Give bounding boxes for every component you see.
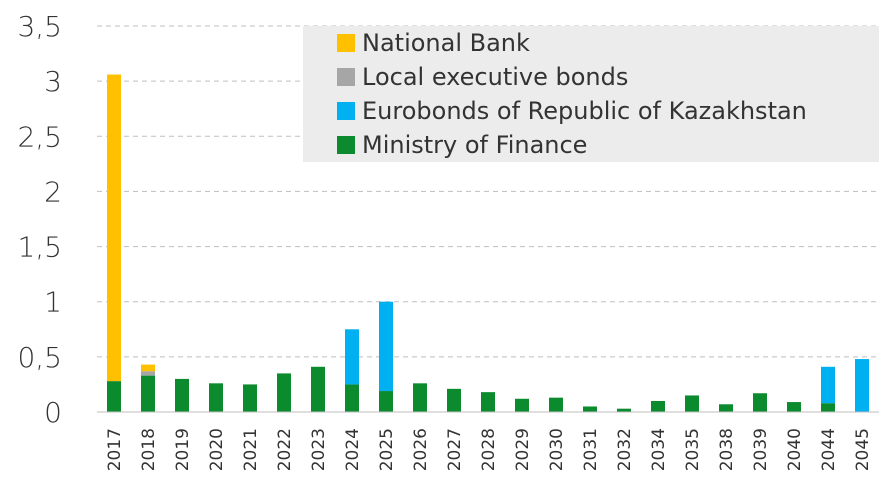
bar-ministry-of-finance-2035 xyxy=(685,395,699,412)
y-tick-label: 0,5 xyxy=(17,341,62,374)
bar-ministry-of-finance-2020 xyxy=(209,383,223,412)
bar-ministry-of-finance-2017 xyxy=(107,381,121,412)
x-tick-label: 2017 xyxy=(105,428,125,471)
bar-national-bank-2018 xyxy=(141,364,155,372)
y-tick-label: 2,5 xyxy=(17,120,62,153)
bar-ministry-of-finance-2034 xyxy=(651,400,665,412)
bar-ministry-of-finance-2021 xyxy=(243,384,257,412)
x-tick-label: 2026 xyxy=(411,428,431,471)
bar-ministry-of-finance-2029 xyxy=(515,398,529,412)
x-tick-label: 2030 xyxy=(547,428,567,471)
x-tick-label: 2032 xyxy=(615,428,635,471)
bar-eurobonds-of-republic-of-kazakhstan-2044 xyxy=(821,366,835,404)
y-tick-label: 1 xyxy=(44,286,62,319)
bar-ministry-of-finance-2022 xyxy=(277,373,291,412)
bar-local-executive-bonds-2018 xyxy=(141,371,155,376)
bar-eurobonds-of-republic-of-kazakhstan-2045 xyxy=(855,359,869,412)
bar-ministry-of-finance-2028 xyxy=(481,392,495,412)
bar-ministry-of-finance-2032 xyxy=(617,408,631,412)
x-tick-label: 2040 xyxy=(785,428,805,471)
x-tick-label: 2031 xyxy=(581,428,601,471)
legend-label: National Bank xyxy=(362,29,530,57)
bar-ministry-of-finance-2023 xyxy=(311,366,325,412)
legend: National Bank Local executive bonds Eurobo… xyxy=(303,26,879,162)
x-tick-label: 2023 xyxy=(309,428,329,471)
bar-national-bank-2017 xyxy=(107,74,121,382)
x-tick-label: 2027 xyxy=(445,428,465,471)
x-axis-tick-labels: 2017 2018 2019 2020 2021 2022 2023 2024 2025 2026… xyxy=(105,428,873,471)
x-tick-label: 2021 xyxy=(241,428,261,471)
x-tick-label: 2034 xyxy=(649,428,669,471)
bar-eurobonds-of-republic-of-kazakhstan-2024 xyxy=(345,329,359,385)
x-tick-label: 2035 xyxy=(683,428,703,471)
x-tick-label: 2045 xyxy=(853,428,873,471)
bar-ministry-of-finance-2024 xyxy=(345,384,359,412)
x-tick-label: 2038 xyxy=(717,428,737,471)
bar-eurobonds-of-republic-of-kazakhstan-2025 xyxy=(379,301,393,392)
x-tick-label: 2022 xyxy=(275,428,295,471)
bar-ministry-of-finance-2040 xyxy=(787,402,801,412)
x-tick-label: 2028 xyxy=(479,428,499,471)
x-tick-label: 2039 xyxy=(751,428,771,471)
y-tick-label: 0 xyxy=(44,396,62,429)
bar-ministry-of-finance-2039 xyxy=(753,393,767,412)
x-tick-label: 2018 xyxy=(139,428,159,471)
legend-swatch xyxy=(337,34,355,52)
x-tick-label: 2019 xyxy=(173,428,193,471)
bar-ministry-of-finance-2019 xyxy=(175,378,189,412)
x-tick-label: 2029 xyxy=(513,428,533,471)
y-axis-tick-labels: 0 0,5 1 1,5 2 2,5 3 3,5 xyxy=(17,10,62,429)
legend-label: Ministry of Finance xyxy=(362,131,587,159)
bars xyxy=(107,74,869,412)
bar-ministry-of-finance-2031 xyxy=(583,406,597,412)
y-tick-label: 1,5 xyxy=(17,231,62,264)
bar-ministry-of-finance-2044 xyxy=(821,403,835,412)
y-tick-label: 3,5 xyxy=(17,10,62,43)
legend-swatch xyxy=(337,136,355,154)
x-tick-label: 2024 xyxy=(343,428,363,471)
legend-background xyxy=(303,26,879,162)
bar-ministry-of-finance-2018 xyxy=(141,375,155,412)
legend-swatch xyxy=(337,68,355,86)
bar-ministry-of-finance-2027 xyxy=(447,388,461,412)
bar-ministry-of-finance-2025 xyxy=(379,391,393,412)
y-tick-label: 3 xyxy=(44,65,62,98)
y-tick-label: 2 xyxy=(44,175,62,208)
legend-swatch xyxy=(337,102,355,120)
x-tick-label: 2025 xyxy=(377,428,397,471)
bar-ministry-of-finance-2038 xyxy=(719,404,733,412)
x-tick-label: 2020 xyxy=(207,428,227,471)
bar-ministry-of-finance-2030 xyxy=(549,397,563,412)
legend-label: Local executive bonds xyxy=(362,63,628,91)
x-tick-label: 2044 xyxy=(819,428,839,471)
legend-label: Eurobonds of Republic of Kazakhstan xyxy=(362,97,807,125)
bar-ministry-of-finance-2026 xyxy=(413,383,427,412)
